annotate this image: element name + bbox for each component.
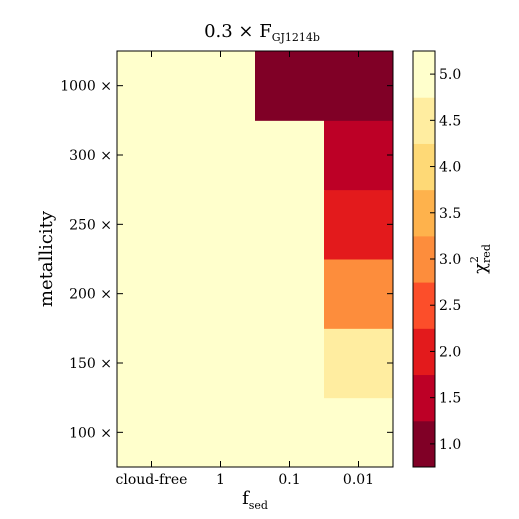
- heatmap-cell: [324, 259, 394, 329]
- heatmap-cell: [186, 328, 256, 399]
- heatmap-cell: [186, 51, 256, 121]
- colorbar-ticks: 1.0 1.5 2.0 2.5 3.0 3.5 4.0 4.5 5.0: [430, 67, 461, 453]
- heatmap-cell: [186, 259, 256, 329]
- colorbar-tick-label: 1.0: [439, 437, 461, 453]
- colorbar-segment: [413, 97, 435, 144]
- heatmap-cell: [255, 259, 325, 329]
- heatmap-cell: [255, 328, 325, 399]
- y-tick-label: 1000 ×: [60, 79, 112, 95]
- heatmap-cell: [186, 120, 256, 191]
- colorbar-tick-label: 4.0: [439, 160, 461, 176]
- heatmap-cell: [186, 397, 256, 468]
- colorbar-tick-label: 2.0: [439, 344, 461, 360]
- plot-frame: [116, 50, 394, 468]
- heatmap-cell: [255, 120, 325, 191]
- heatmap-cell: [117, 51, 187, 121]
- heatmap-cell: [117, 397, 187, 468]
- x-tick-label: cloud-free: [116, 472, 188, 488]
- colorbar-segment: [413, 420, 435, 468]
- colorbar-tick-label: 1.5: [439, 391, 461, 407]
- x-axis-label: fsed: [242, 488, 268, 512]
- x-ticks: cloud-free 1 0.1 0.01: [116, 51, 374, 488]
- heatmap-cell: [117, 120, 187, 191]
- heatmap-cell: [324, 189, 394, 260]
- colorbar-tick-label: 2.5: [439, 298, 461, 314]
- heatmap-cell: [186, 189, 256, 260]
- colorbar-segment: [413, 374, 435, 422]
- colorbar-segment: [413, 328, 435, 376]
- chart-title: 0.3 × FGJ1214b: [204, 21, 320, 44]
- colorbar-segment: [413, 235, 435, 283]
- colorbar-tick-label: 3.5: [439, 206, 461, 222]
- heatmap-cell: [324, 328, 394, 399]
- y-tick-label: 100 ×: [69, 425, 112, 441]
- colorbar-tick-label: 5.0: [439, 67, 461, 83]
- y-tick-label: 300 ×: [69, 148, 112, 164]
- heatmap-cell: [324, 120, 394, 191]
- colorbar-tick-label: 3.0: [439, 252, 461, 268]
- heatmap-cell: [324, 397, 394, 468]
- heatmap-overlay-cell: [255, 51, 324, 121]
- colorbar: [413, 51, 435, 468]
- colorbar-segment: [413, 51, 435, 98]
- heatmap-cell: [117, 189, 187, 260]
- y-tick-label: 150 ×: [69, 356, 112, 372]
- y-tick-label: 200 ×: [69, 287, 112, 303]
- heatmap-cell: [117, 328, 187, 399]
- colorbar-tick-label: 4.5: [439, 113, 461, 129]
- heatmap-cell: [255, 397, 325, 468]
- colorbar-segment: [413, 143, 435, 191]
- heatmap-cells: [117, 51, 394, 468]
- heatmap-cell: [324, 51, 394, 121]
- x-tick-label: 0.1: [278, 472, 300, 488]
- colorbar-segment: [413, 282, 435, 329]
- x-tick-label: 1: [216, 472, 225, 488]
- heatmap-cell: [255, 189, 325, 260]
- colorbar-segment: [413, 189, 435, 237]
- heatmap-cell: [117, 259, 187, 329]
- y-ticks: 100 × 150 × 200 × 250 × 300 × 1000 ×: [60, 79, 393, 441]
- colorbar-label: χ2red: [468, 244, 493, 274]
- y-axis-label: metallicity: [36, 210, 57, 307]
- x-tick-label: 0.01: [343, 472, 374, 488]
- y-tick-label: 250 ×: [69, 217, 112, 233]
